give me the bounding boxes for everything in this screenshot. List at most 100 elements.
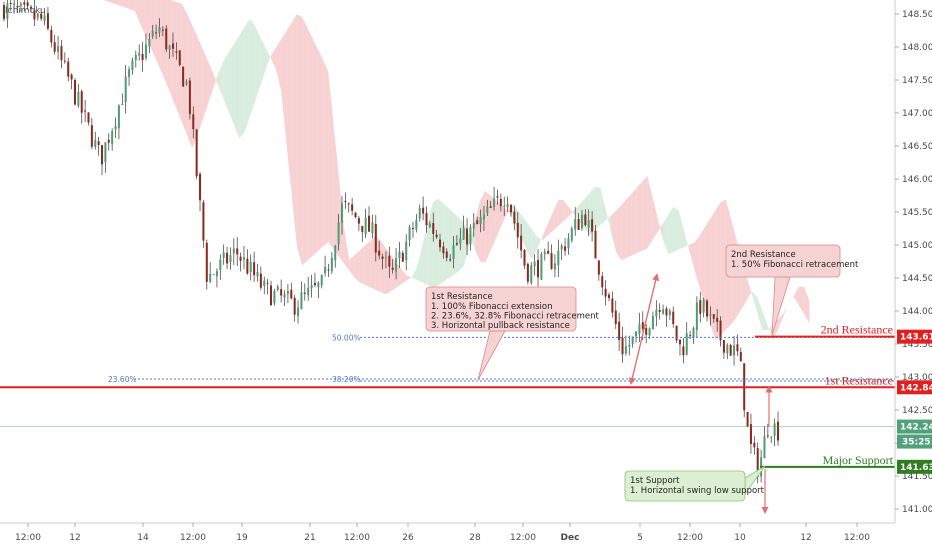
- candle-body: [645, 327, 648, 335]
- candle-body: [361, 225, 364, 232]
- candle: [489, 201, 492, 209]
- candle-body: [246, 258, 249, 274]
- candle: [13, 0, 16, 14]
- cloud-segment: [291, 14, 297, 247]
- candle-body: [94, 139, 97, 147]
- candle-body: [543, 251, 546, 255]
- level-label: 1st Resistance: [825, 373, 893, 387]
- candle-body: [472, 222, 475, 229]
- candle-body: [591, 219, 594, 232]
- time-axis[interactable]: 12:00 12 14 12:00 19 21 12:00 26 28 12:00 Dec 5 12:0…: [0, 522, 932, 550]
- cloud-segment: [354, 250, 360, 283]
- candle: [222, 244, 225, 265]
- candle: [90, 117, 93, 150]
- candle: [699, 292, 702, 323]
- candle-body: [378, 250, 381, 256]
- candle-body: [121, 104, 124, 106]
- candle-body: [283, 294, 286, 298]
- current-price-badge-bg: [897, 419, 932, 434]
- note-line: 2. 23.6%, 32.8% Fibonacci retracement: [431, 312, 600, 322]
- price-axis[interactable]: 141.000141.500142.000142.500143.000143.5…: [894, 0, 932, 523]
- candle-body: [685, 333, 688, 355]
- candle-body: [722, 339, 725, 353]
- candle: [351, 197, 354, 216]
- cloud-segment: [448, 208, 454, 279]
- candle-body: [395, 258, 398, 272]
- candle-body: [202, 202, 205, 241]
- candle-body: [23, 2, 26, 5]
- time-tick-label: 5: [637, 533, 643, 543]
- fibonacci-levels: 50.00% 23.60% 38.20%: [108, 333, 895, 384]
- candle: [537, 249, 540, 287]
- candle: [695, 296, 698, 338]
- price-tick-label: 148.500: [902, 10, 932, 20]
- candle-body: [168, 45, 171, 50]
- cloud-segment: [323, 59, 329, 247]
- candle: [161, 26, 164, 37]
- candle: [564, 238, 567, 256]
- cloud-segment: [171, 0, 177, 110]
- cloud-segment: [411, 266, 418, 281]
- candle: [63, 52, 66, 64]
- candle-body: [729, 344, 732, 356]
- candle-body: [489, 206, 492, 208]
- cloud-segment: [710, 210, 716, 341]
- candle: [256, 263, 259, 282]
- candle-body: [175, 51, 178, 53]
- candle: [557, 239, 560, 278]
- candle: [591, 211, 594, 242]
- candle: [226, 246, 229, 270]
- candle: [209, 262, 212, 283]
- cloud-segment: [349, 255, 355, 278]
- candle-body: [384, 257, 387, 259]
- cloud-segment: [605, 208, 611, 231]
- candle: [219, 254, 222, 280]
- price-tick-label: 144.500: [902, 274, 932, 284]
- note-title: 1st Resistance: [431, 292, 493, 302]
- candle: [472, 213, 475, 237]
- candle: [678, 339, 681, 356]
- price-tick-label: 148.000: [902, 43, 932, 53]
- candle: [188, 77, 191, 120]
- note-line: 1. Horizontal swing low support: [630, 486, 765, 496]
- candle: [449, 254, 452, 262]
- candle: [719, 316, 722, 347]
- candle-body: [422, 207, 425, 214]
- candle-body: [564, 246, 567, 251]
- cloud-segment: [370, 236, 376, 290]
- time-tick-label: 28: [469, 533, 481, 543]
- candle: [77, 84, 80, 108]
- candle-body: [584, 214, 587, 226]
- candle: [401, 250, 404, 262]
- cloud-segment: [778, 313, 784, 329]
- candle-body: [33, 9, 36, 20]
- candle-body: [351, 204, 354, 211]
- candle-body: [503, 205, 506, 207]
- cloud-segment: [406, 275, 412, 281]
- cloud-segment: [636, 181, 643, 254]
- price-tick-label: 146.500: [902, 142, 932, 152]
- candle: [165, 25, 168, 53]
- candle: [668, 308, 671, 321]
- cloud-segment: [213, 73, 219, 89]
- candle-body: [726, 345, 729, 354]
- candle: [16, 0, 19, 13]
- candle: [611, 291, 614, 318]
- candle: [175, 42, 178, 60]
- candle: [266, 279, 269, 295]
- cloud-segment: [281, 30, 287, 144]
- candle: [124, 64, 127, 114]
- candle-body: [462, 227, 465, 240]
- candle: [19, 1, 22, 12]
- candle-body: [520, 235, 523, 251]
- candle-body: [90, 125, 93, 147]
- candle-body: [438, 239, 442, 248]
- candle-body: [756, 448, 759, 477]
- cloud-segment: [626, 193, 632, 258]
- candle-body: [540, 254, 543, 280]
- candle-body: [401, 252, 404, 262]
- candle-body: [161, 29, 164, 31]
- candle: [638, 312, 641, 342]
